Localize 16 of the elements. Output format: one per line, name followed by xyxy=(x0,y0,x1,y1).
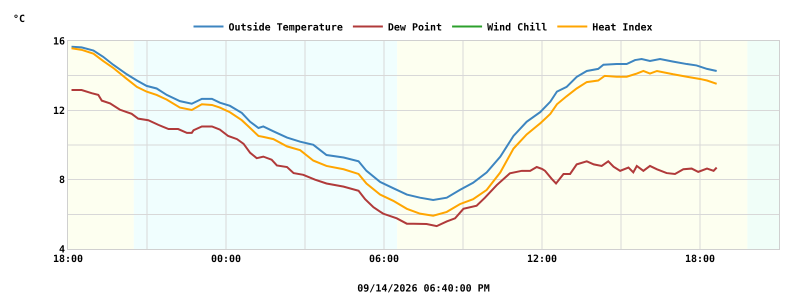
y-tick-label: 16 xyxy=(52,36,65,48)
legend-label: Wind Chill xyxy=(487,21,548,34)
x-tick-label: 12:00 xyxy=(526,254,558,265)
y-axis-title: °C xyxy=(13,14,26,25)
y-tick-label: 8 xyxy=(58,175,65,186)
x-axis-title: 09/14/2026 06:40:00 PM xyxy=(357,284,490,294)
x-tick-label: 06:00 xyxy=(368,254,400,265)
legend-label: Dew Point xyxy=(388,21,442,34)
y-tick-label: 4 xyxy=(58,244,65,256)
y-tick-label: 12 xyxy=(52,106,65,117)
legend-label: Heat Index xyxy=(592,22,653,34)
line-series xyxy=(70,89,718,228)
x-tick-label: 00:00 xyxy=(210,254,242,265)
x-tick-label: 18:00 xyxy=(52,254,84,265)
x-tick-label: 18:00 xyxy=(684,254,716,265)
legend-label: Outside Temperature xyxy=(228,21,343,34)
